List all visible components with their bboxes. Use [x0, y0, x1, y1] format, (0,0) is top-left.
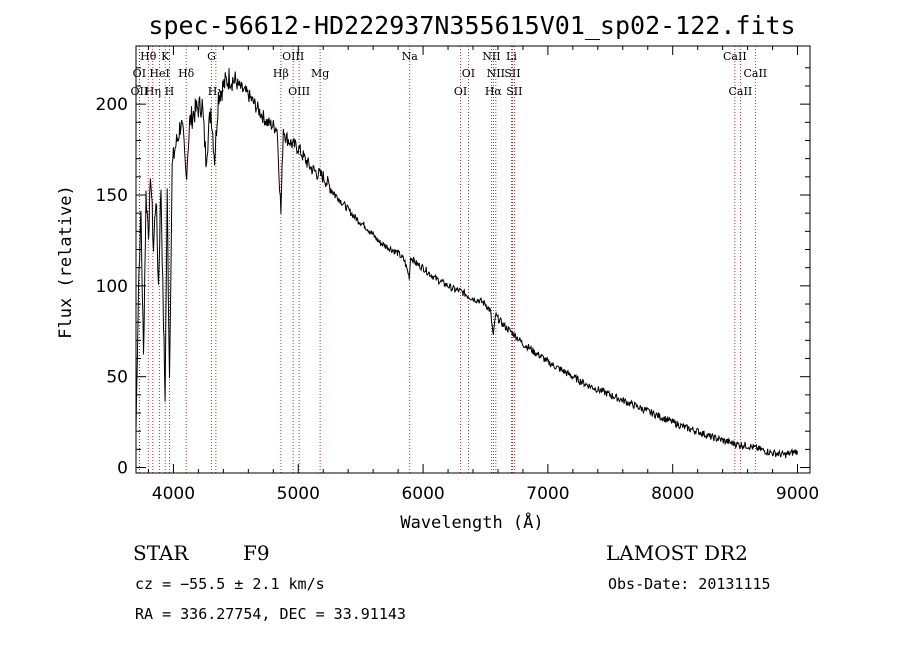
line-label: OI [133, 67, 146, 80]
spectrum-line [135, 68, 798, 459]
y-tick-label: 50 [106, 368, 128, 388]
y-axis-label: Flux (relative) [56, 185, 76, 339]
line-label: Hθ [140, 50, 157, 63]
axis-tick-labels: 4000 5000 6000 7000 8000 9000 0 50 100 150 200 [96, 95, 820, 504]
x-tick-label: 7000 [526, 484, 569, 504]
line-label: K [161, 50, 170, 63]
line-label: OIII [288, 85, 310, 98]
line-label: CaII [723, 50, 747, 63]
line-label: OI [454, 85, 467, 98]
line-label: NII [482, 50, 500, 63]
line-label: Hδ [178, 67, 195, 80]
line-label: Hβ [273, 67, 289, 80]
x-tick-label: 9000 [776, 484, 819, 504]
line-label: SII [504, 67, 520, 80]
y-tick-label: 150 [96, 186, 128, 206]
survey-name: LAMOST DR2 [606, 541, 748, 565]
chart-title: spec-56612-HD222937N355615V01_sp02-122.f… [148, 11, 795, 40]
line-label: OIII [282, 50, 304, 63]
x-tick-label: 5000 [277, 484, 320, 504]
line-label: OII [131, 85, 149, 98]
ra-dec: RA = 336.27754, DEC = 33.91143 [135, 605, 406, 623]
line-label: SII [506, 85, 522, 98]
line-label: CaII [729, 85, 753, 98]
y-tick-label: 200 [96, 95, 128, 115]
line-label: Hα [485, 85, 503, 98]
object-class: STAR [133, 541, 189, 565]
line-label: G [207, 50, 216, 63]
x-tick-label: 8000 [651, 484, 694, 504]
redshift-cz: cz = −55.5 ± 2.1 km/s [135, 575, 325, 593]
line-label: CaII [743, 67, 767, 80]
obs-date: Obs-Date: 20131115 [608, 575, 771, 593]
line-label: Mg [311, 67, 329, 80]
line-label: H [165, 85, 175, 98]
x-axis-label: Wavelength (Å) [400, 511, 543, 533]
line-label: NII [487, 67, 505, 80]
x-tick-label: 4000 [152, 484, 195, 504]
y-tick-label: 100 [96, 277, 128, 297]
x-tick-label: 6000 [401, 484, 444, 504]
line-label: Hη [145, 85, 161, 98]
axis-ticks [136, 46, 810, 473]
y-tick-label: 0 [117, 459, 128, 479]
plot-frame [135, 45, 811, 474]
line-label: HeI [149, 67, 169, 80]
line-label: OI [462, 67, 475, 80]
subclass: F9 [243, 541, 270, 565]
line-marker-group [138, 46, 756, 473]
line-label: Li [506, 50, 517, 63]
line-label: Na [402, 50, 419, 63]
